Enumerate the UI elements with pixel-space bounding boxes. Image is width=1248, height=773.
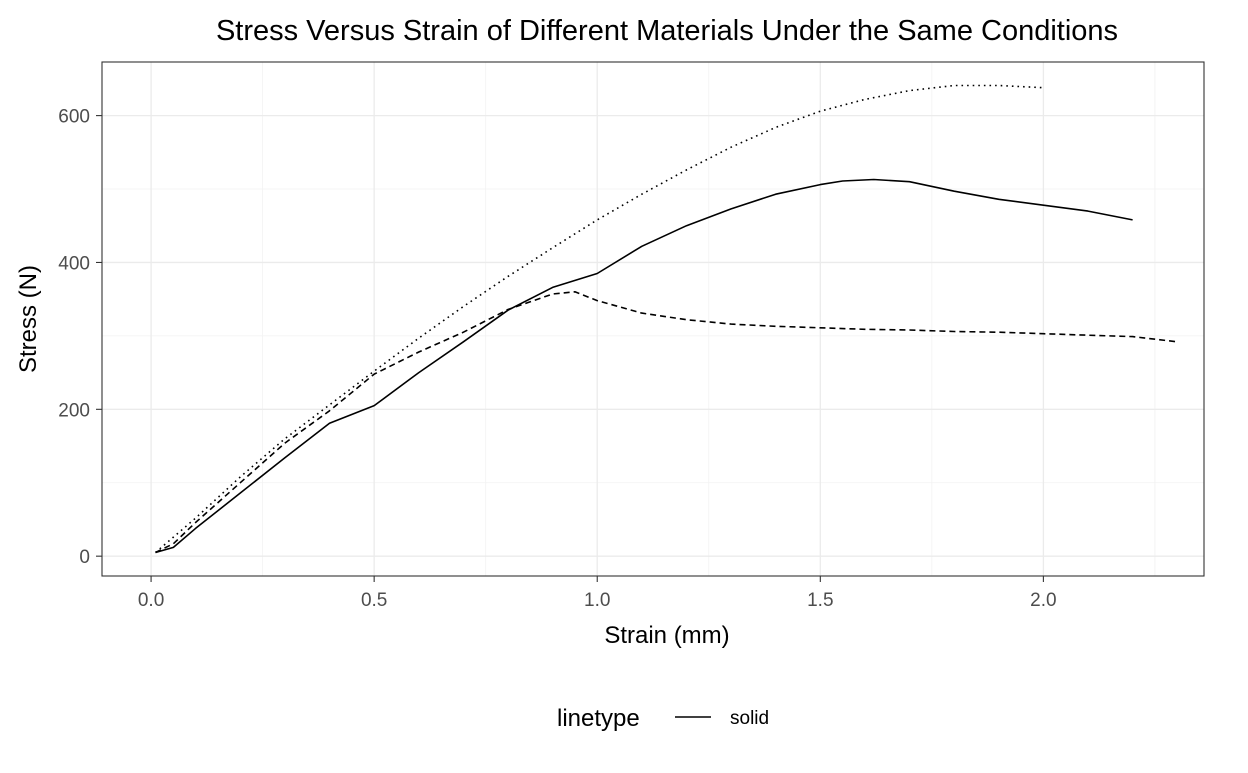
- y-tick-label-2: 400: [58, 253, 90, 274]
- y-axis-title: Stress (N): [15, 265, 42, 373]
- chart-title: Stress Versus Strain of Different Materi…: [216, 15, 1118, 47]
- grid-minor: [102, 62, 1204, 576]
- x-tick-label-0: 0.0: [138, 590, 164, 611]
- x-tick-label-4: 2.0: [1030, 590, 1056, 611]
- x-tick-label-1: 0.5: [361, 590, 387, 611]
- y-tick-label-0: 0: [79, 547, 90, 568]
- x-axis-title: Strain (mm): [604, 622, 729, 649]
- x-tick-label-3: 1.5: [807, 590, 833, 611]
- series-line-dashed: [155, 291, 1178, 554]
- y-tick-label-3: 600: [58, 107, 90, 128]
- series-line-solid: [155, 178, 1133, 554]
- legend: linetype solid: [557, 705, 769, 732]
- series-line-dotted: [154, 84, 1044, 554]
- legend-title: linetype: [557, 705, 640, 732]
- grid-major: [102, 62, 1204, 576]
- y-axis-ticks: 0 200 400 600: [58, 107, 102, 568]
- plot-panel-border: [101, 61, 1205, 577]
- x-tick-label-2: 1.0: [584, 590, 610, 611]
- x-axis-ticks: 0.0 0.5 1.0 1.5 2.0: [138, 576, 1057, 611]
- series-group: [154, 84, 1178, 554]
- y-tick-label-1: 200: [58, 400, 90, 421]
- legend-label-solid: solid: [730, 708, 769, 729]
